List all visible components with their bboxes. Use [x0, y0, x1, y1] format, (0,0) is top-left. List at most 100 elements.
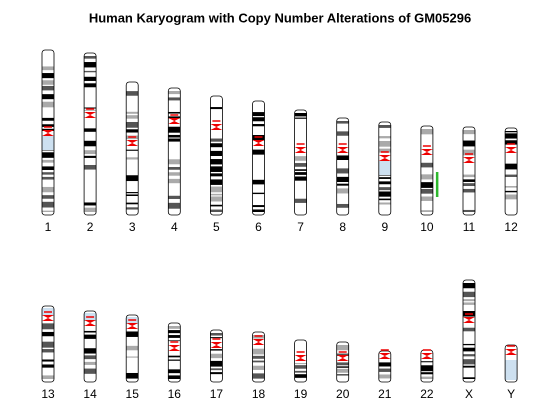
band — [42, 210, 54, 212]
centromere — [210, 342, 223, 348]
chromosome-label: 11 — [463, 220, 476, 234]
band — [168, 167, 181, 170]
chromosome-outline — [209, 329, 223, 383]
band — [378, 187, 391, 191]
chromosome: 11 — [462, 126, 476, 234]
centromere — [294, 147, 307, 153]
chromosome-outline — [294, 109, 308, 216]
chromosome-outline — [420, 125, 434, 216]
chromosome-label: 22 — [420, 387, 434, 401]
centromere — [420, 353, 433, 359]
chromosome-label: 13 — [41, 387, 55, 401]
chromosome-body — [463, 127, 475, 215]
band — [420, 372, 433, 375]
band — [42, 201, 54, 208]
band — [252, 117, 265, 122]
band — [126, 149, 139, 151]
band — [463, 291, 475, 298]
centromere — [463, 157, 475, 163]
band — [252, 348, 265, 355]
band — [42, 195, 54, 199]
band — [210, 138, 223, 142]
band — [84, 150, 97, 155]
chromosome: 6 — [251, 100, 266, 234]
band — [463, 188, 475, 193]
chromosome-label: 2 — [87, 220, 94, 234]
band — [42, 101, 54, 108]
chromosome-label: 6 — [255, 220, 262, 234]
chromosome-outline — [252, 100, 265, 216]
band — [168, 359, 181, 361]
chromosome-label: 3 — [129, 220, 136, 234]
band — [210, 143, 223, 148]
band — [294, 117, 307, 119]
chromosome-outline — [83, 52, 97, 216]
centromere — [505, 147, 518, 153]
chromosome: 15 — [125, 314, 140, 401]
chromosome-label: 5 — [213, 220, 220, 234]
chromosome-outline — [209, 95, 223, 216]
centromere — [294, 355, 307, 361]
band — [42, 166, 54, 170]
centromere — [210, 124, 223, 130]
band — [336, 168, 349, 174]
centromere — [42, 130, 54, 136]
band — [505, 186, 518, 188]
band — [42, 80, 54, 85]
band — [42, 66, 54, 71]
band — [210, 209, 223, 212]
band — [420, 174, 433, 180]
band — [420, 196, 433, 201]
band — [210, 196, 223, 202]
band — [252, 135, 265, 141]
chromosome: 3 — [125, 81, 140, 234]
band — [252, 112, 265, 117]
band — [294, 113, 307, 117]
band — [168, 111, 181, 114]
band — [210, 360, 223, 367]
band — [42, 176, 54, 180]
band — [294, 370, 307, 373]
centromere — [168, 345, 181, 351]
band — [168, 355, 181, 358]
band — [463, 327, 475, 332]
band — [42, 364, 54, 368]
chromosome-label: 8 — [339, 220, 346, 234]
band — [168, 159, 181, 165]
band — [84, 140, 97, 147]
chromosome: 9 — [377, 121, 392, 234]
chromosome: X — [462, 279, 476, 401]
band — [84, 83, 97, 88]
band — [126, 115, 139, 119]
band — [126, 194, 139, 196]
band — [168, 335, 181, 338]
band — [463, 299, 475, 302]
centromere — [42, 315, 54, 321]
band — [378, 140, 391, 147]
band — [336, 362, 349, 366]
band — [505, 163, 518, 170]
centromere — [84, 112, 97, 118]
band — [168, 134, 181, 138]
chromosome-label: 7 — [297, 220, 304, 234]
chromosome: 18 — [251, 331, 266, 401]
band — [336, 345, 349, 351]
band — [252, 365, 265, 370]
band — [336, 176, 349, 182]
centromere — [463, 317, 475, 323]
heterochromatin — [378, 161, 391, 175]
band — [378, 191, 391, 197]
band — [463, 209, 475, 212]
band — [210, 333, 223, 336]
band — [168, 116, 181, 119]
band — [84, 207, 97, 212]
band — [463, 140, 475, 147]
band — [168, 340, 181, 342]
band — [294, 172, 307, 175]
chromosome-outline — [252, 331, 265, 383]
band — [84, 56, 97, 59]
band — [463, 149, 475, 156]
chromosome-outline — [462, 279, 476, 383]
band — [505, 140, 518, 145]
